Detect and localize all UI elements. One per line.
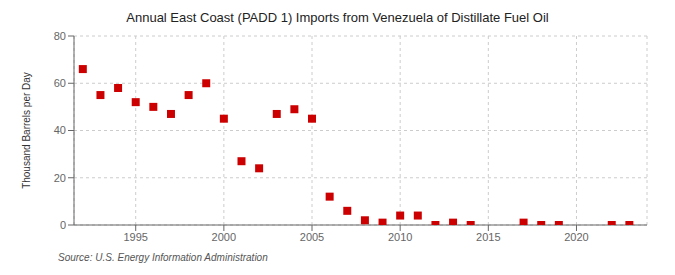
svg-text:2015: 2015 <box>476 231 500 243</box>
svg-text:Thousand Barrels per Day: Thousand Barrels per Day <box>21 72 32 189</box>
html-text:Source: U.S. Energy Informatio: Source: U.S. Energy Information Administ… <box>58 252 268 263</box>
svg-text:2000: 2000 <box>212 231 236 243</box>
svg-text:40: 40 <box>54 124 66 136</box>
svg-text:60: 60 <box>54 77 66 89</box>
svg-text:2005: 2005 <box>300 231 324 243</box>
svg-text:80: 80 <box>54 30 66 42</box>
svg-text:20: 20 <box>54 172 66 184</box>
html-text:Annual East Coast (PADD 1) Imp: Annual East Coast (PADD 1) Imports from … <box>126 10 549 25</box>
svg-text:1995: 1995 <box>123 231 147 243</box>
svg-text:0: 0 <box>60 219 66 231</box>
svg-text:2010: 2010 <box>388 231 412 243</box>
svg-text:2020: 2020 <box>564 231 588 243</box>
